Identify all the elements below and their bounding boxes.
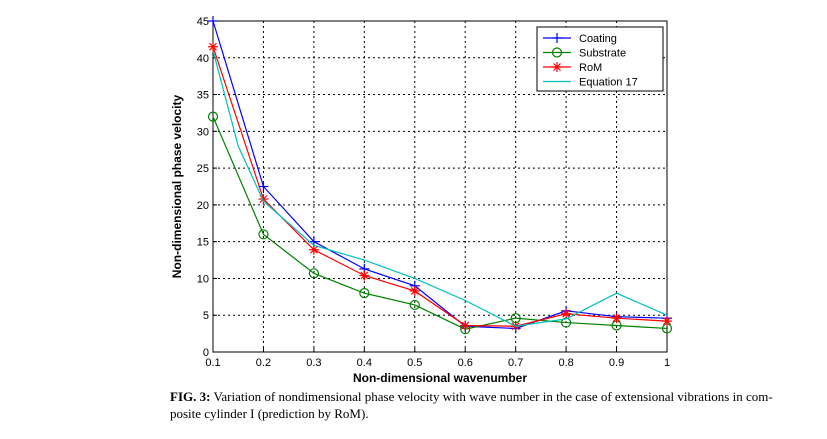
data-point-marker — [611, 313, 622, 324]
y-tick-label: 45 — [197, 16, 209, 28]
x-tick-label: 0.6 — [458, 357, 473, 369]
legend-label: Coating — [579, 33, 617, 45]
series-equation-17 — [212, 50, 668, 327]
x-tick-label: 0.9 — [609, 357, 624, 369]
grid — [213, 21, 667, 352]
y-tick-label: 15 — [197, 237, 209, 249]
data-point-marker — [359, 288, 370, 299]
data-point-marker — [359, 270, 370, 281]
data-point-marker — [460, 320, 471, 331]
y-tick-label: 40 — [197, 53, 209, 65]
x-tick-label: 0.8 — [558, 357, 573, 369]
data-point-marker — [308, 244, 319, 255]
data-point-marker — [258, 181, 269, 192]
y-tick-label: 30 — [197, 126, 209, 138]
data-point-marker — [561, 308, 572, 319]
data-point-marker — [258, 194, 269, 205]
caption-label: FIG. 3: — [170, 389, 211, 404]
data-point-marker — [409, 285, 420, 296]
data-point-marker — [552, 33, 562, 43]
x-tick-label: 0.7 — [508, 357, 523, 369]
data-point-marker — [308, 268, 319, 279]
series-line — [212, 20, 668, 330]
y-tick-label: 20 — [197, 200, 209, 212]
plot-frame — [212, 20, 668, 353]
data-point-marker — [551, 47, 563, 58]
series-line — [212, 50, 668, 327]
y-tick-label: 35 — [197, 90, 209, 102]
x-tick-label: 0.1 — [205, 357, 220, 369]
y-tick-label: 10 — [197, 273, 209, 285]
series-group — [207, 16, 673, 335]
legend-label: Equation 17 — [579, 77, 638, 89]
x-tick-label: 1 — [664, 357, 670, 369]
caption-text: Variation of nondimensional phase veloci… — [170, 389, 773, 421]
x-axis-label: Non-dimensional wavenumber — [353, 371, 527, 385]
legend: Coating Substrate RoM Equation 17 — [536, 26, 664, 92]
x-tick-label: 0.3 — [306, 357, 321, 369]
data-point-marker — [207, 111, 219, 122]
y-tick-label: 25 — [197, 163, 209, 175]
data-point-marker — [552, 62, 562, 72]
line-chart: 0.1 0.2 0.3 0.4 0.5 0.6 0.7 0.8 0.9 1051015202530… — [170, 16, 673, 385]
legend-label: RoM — [579, 62, 602, 74]
data-point-marker — [208, 16, 218, 26]
series-line — [212, 116, 668, 330]
series-line — [212, 46, 668, 327]
x-tick-label: 0.5 — [407, 357, 422, 369]
data-point-marker — [409, 299, 420, 311]
figure-caption: FIG. 3: Variation of nondimensional phas… — [170, 388, 790, 422]
legend-item: Substrate — [543, 47, 626, 60]
series-rom — [208, 41, 672, 332]
y-axis-label: Non-dimensional phase velocity — [170, 94, 184, 278]
axis-ticks: 0.1 0.2 0.3 0.4 0.5 0.6 0.7 0.8 0.9 1051015202530… — [197, 16, 670, 369]
y-tick-label: 5 — [203, 310, 209, 322]
x-tick-label: 0.4 — [357, 357, 372, 369]
legend-label: Substrate — [579, 48, 626, 60]
data-point-marker — [258, 229, 269, 240]
x-tick-label: 0.2 — [256, 357, 271, 369]
legend-item: RoM — [543, 62, 602, 74]
data-point-marker — [662, 316, 672, 327]
data-point-marker — [208, 41, 218, 52]
y-tick-label: 0 — [203, 347, 209, 359]
legend-item: Coating — [543, 33, 617, 45]
legend-item: Equation 17 — [543, 77, 638, 89]
